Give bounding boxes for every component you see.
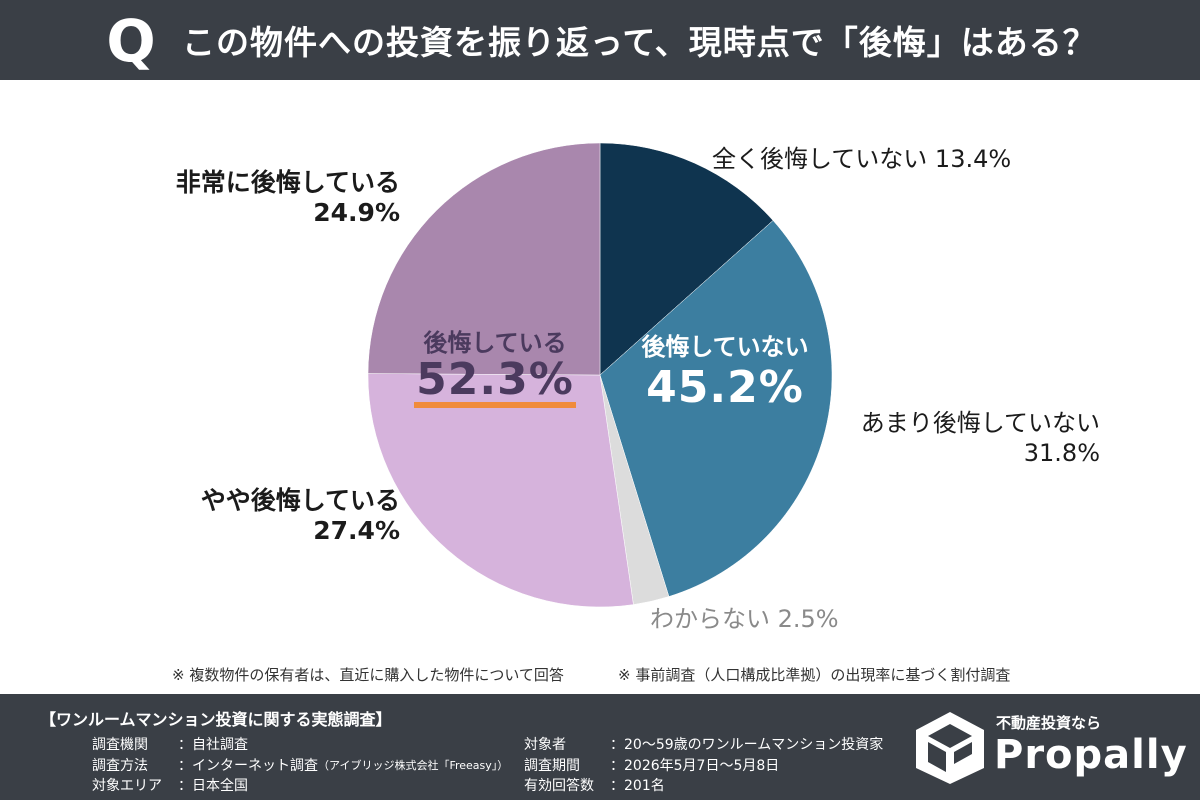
footer-right-row-2: 調査期間 ：2026年5月7日～5月8日 (524, 758, 780, 774)
pie-slice-0 (599, 142, 774, 376)
group-label-no-regret: 後悔していない 45.2% (625, 332, 825, 414)
note-2: ※ 事前調査（人口構成比準拠）の出現率に基づく割付調査 (618, 666, 1011, 684)
pie-slice-1 (599, 220, 833, 597)
brand-name: Propally (994, 732, 1188, 778)
label-wakaranai: わからない 2.5% (650, 605, 839, 633)
q-mark: Q (106, 7, 156, 75)
survey-footer: 【ワンルームマンション投資に関する実態調査】 調査機関 ：自社調査 調査方法 ：イン… (0, 694, 1200, 800)
group-value-regret: 52.3% (414, 358, 576, 408)
brand-tagline: 不動産投資なら (996, 714, 1102, 732)
note-1: ※ 複数物件の保有者は、直近に購入した物件について回答 (172, 666, 564, 684)
footer-left-row-1: 調査機関 ：自社調査 (92, 737, 248, 753)
label-hijou: 非常に後悔している 24.9% (175, 168, 400, 227)
label-zenku: 全く後悔していない 13.4% (712, 145, 1012, 173)
cube-logo-icon (916, 712, 984, 784)
pie-chart (367, 142, 833, 608)
footer-left-row-3: 対象エリア ：日本全国 (92, 778, 248, 794)
footer-right-row-1: 対象者 ：20～59歳のワンルームマンション投資家 (524, 737, 884, 753)
group-label-regret: 後悔している 52.3% (405, 328, 585, 408)
label-yaya: やや後悔している 27.4% (200, 486, 400, 545)
pie-slice-4 (367, 142, 601, 376)
propally-logo: 不動産投資なら Propally (912, 708, 1187, 790)
pie-slice-3 (367, 373, 634, 608)
survey-title: 【ワンルームマンション投資に関する実態調査】 (40, 710, 392, 729)
question-header: Q この物件への投資を振り返って、現時点で「後悔」はある？ (0, 0, 1200, 80)
group-value-no-regret: 45.2% (646, 362, 804, 413)
question-title: この物件への投資を振り返って、現時点で「後悔」はある？ (182, 23, 1097, 62)
footer-left-row-2: 調査方法 ：インターネット調査 （アイブリッジ株式会社「Freeasy」） (92, 758, 509, 774)
footer-right-row-3: 有効回答数 ：201名 (524, 778, 665, 794)
label-amari: あまり後悔していない 31.8% (860, 409, 1100, 467)
